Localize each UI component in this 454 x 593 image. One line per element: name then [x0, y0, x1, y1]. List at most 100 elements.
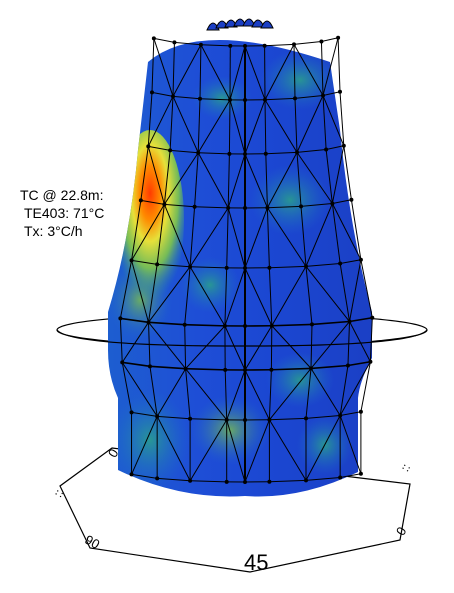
mesh-node: [243, 206, 247, 210]
mesh-edge: [300, 203, 333, 207]
mesh-node: [349, 197, 354, 202]
mesh-edge: [331, 203, 341, 264]
tick-far-right: ::: [398, 461, 413, 474]
mesh-edge: [224, 267, 228, 326]
mesh-node: [267, 265, 272, 270]
mesh-edge: [296, 95, 324, 153]
mesh-node: [336, 35, 341, 40]
mesh-edge: [265, 151, 298, 155]
mesh-edge: [266, 207, 307, 267]
mesh-edge: [339, 263, 351, 322]
mesh-edge: [131, 411, 158, 417]
mesh-edge: [224, 369, 228, 420]
mesh-node: [330, 201, 335, 206]
mesh-node: [347, 319, 352, 324]
mesh-edge: [305, 266, 350, 322]
mesh-edge: [265, 153, 268, 208]
mesh-node: [310, 322, 314, 327]
mesh-node: [171, 94, 175, 99]
hotspot: [116, 130, 184, 310]
mesh-node: [224, 417, 229, 422]
mesh-edge: [197, 99, 231, 153]
surface-mesh: [119, 37, 373, 483]
mesh-edge: [147, 96, 174, 147]
mesh-edge: [264, 97, 296, 101]
mesh-node: [183, 366, 188, 371]
mesh-edge: [190, 480, 227, 483]
mesh-node: [228, 97, 232, 102]
mesh-node: [370, 315, 375, 320]
mesh-edge: [322, 95, 345, 146]
mesh-edge: [349, 321, 371, 362]
mesh-edge: [121, 362, 158, 417]
mesh-node: [299, 204, 303, 209]
mesh-edge: [244, 369, 270, 420]
mesh-edge: [140, 199, 165, 205]
mesh-node: [324, 147, 329, 152]
mesh-node: [182, 322, 187, 327]
mesh-edge: [347, 360, 371, 367]
mesh-node: [267, 417, 272, 422]
mesh-edge: [331, 145, 345, 204]
mesh-node: [243, 44, 247, 48]
tc-rate: Tx: 3°C/h: [24, 223, 83, 239]
mesh-edge: [131, 260, 150, 323]
mesh-edge: [151, 91, 174, 97]
mesh-edge: [131, 473, 158, 479]
mesh-edge: [271, 325, 312, 369]
mesh-edge: [170, 149, 199, 154]
mesh-edge: [244, 267, 273, 326]
mesh-edge: [244, 207, 268, 269]
mesh-edge: [163, 152, 199, 205]
mesh-edge: [269, 417, 307, 421]
mesh-node: [319, 39, 324, 44]
mesh-edge: [244, 153, 268, 208]
mesh-edge: [198, 152, 230, 155]
mesh-node: [222, 323, 227, 328]
mesh-edge: [148, 264, 158, 323]
mesh-node: [151, 36, 156, 41]
mesh-node: [155, 476, 160, 481]
mesh-edge: [340, 411, 361, 417]
mesh-edge: [311, 320, 350, 326]
mesh-edge: [164, 203, 195, 208]
mesh-node: [162, 202, 167, 207]
mesh-edge: [322, 91, 341, 96]
mesh-node: [358, 471, 363, 476]
mesh-edge: [305, 415, 341, 419]
mesh-edge: [199, 98, 231, 101]
mesh-node: [321, 93, 325, 98]
mesh-edge: [197, 98, 201, 153]
mesh-edge: [227, 153, 230, 208]
mesh-node: [146, 144, 151, 149]
mesh-node: [196, 150, 201, 155]
mesh-edge: [229, 99, 246, 155]
mesh-edge: [305, 415, 341, 481]
mesh-edge: [226, 207, 229, 268]
mesh-edge: [293, 41, 322, 45]
mesh-edge: [119, 260, 133, 319]
mesh-node: [146, 320, 151, 325]
mesh-node: [341, 143, 346, 148]
mesh-edge: [157, 263, 191, 268]
mesh-node: [269, 323, 274, 328]
mesh-edge: [190, 418, 227, 421]
mesh-edge: [360, 259, 373, 318]
mesh-edge: [326, 145, 344, 150]
mesh-edge: [343, 145, 352, 200]
mesh-edge: [185, 367, 226, 371]
mesh-node: [368, 359, 373, 364]
mesh-node: [224, 479, 229, 484]
mesh-edge: [296, 152, 333, 204]
mesh-edge: [305, 203, 333, 267]
mesh-node: [224, 265, 229, 270]
mesh-edge: [227, 153, 246, 209]
mesh-node: [293, 96, 297, 101]
mesh-edge: [184, 323, 225, 327]
mesh-edge: [189, 419, 228, 481]
mesh-node: [338, 475, 343, 480]
mesh-node: [345, 363, 350, 368]
mesh-node: [198, 96, 202, 101]
mesh-node: [120, 360, 125, 365]
